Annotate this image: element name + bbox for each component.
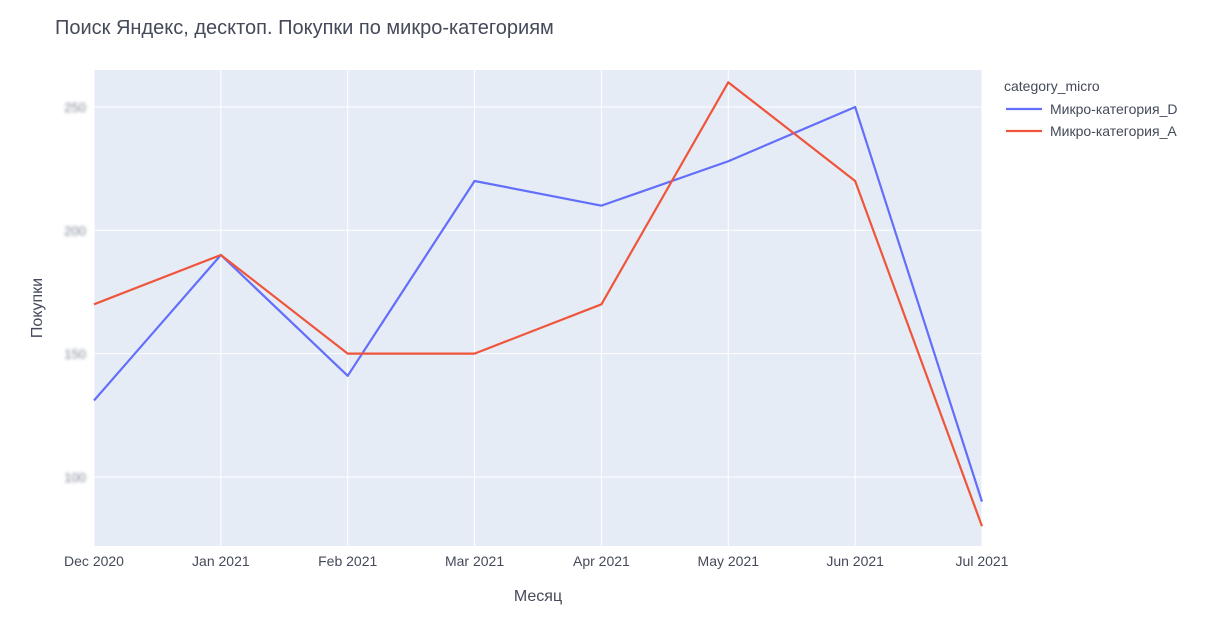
series-lines bbox=[93, 81, 984, 527]
legend-label: Микро-категория_A bbox=[1050, 123, 1177, 139]
legend: category_micro Микро-категория_DМикро-ка… bbox=[1004, 78, 1177, 139]
x-gridlines bbox=[93, 70, 983, 546]
y-tick-label: 200 bbox=[64, 223, 86, 238]
y-gridlines bbox=[94, 106, 982, 478]
y-axis-title: Покупки bbox=[29, 278, 46, 338]
x-tick-labels: Dec 2020 Jan 2021 Feb 2021 Mar 2021 Apr 2021… bbox=[64, 553, 1009, 569]
x-tick-label: Dec 2020 bbox=[64, 553, 124, 569]
y-tick-label: 100 bbox=[64, 470, 86, 485]
series-line-1 bbox=[93, 81, 984, 527]
x-axis-title: Месяц bbox=[514, 588, 562, 605]
y-tick-label: 250 bbox=[64, 100, 86, 115]
x-tick-label: Jan 2021 bbox=[192, 553, 250, 569]
legend-label: Микро-категория_D bbox=[1050, 101, 1177, 117]
chart-title: Поиск Яндекс, десктоп. Покупки по микро-… bbox=[55, 17, 554, 39]
y-tick-labels: 100 150 200 250 bbox=[64, 100, 86, 485]
series-line-0 bbox=[93, 105, 984, 502]
legend-title: category_micro bbox=[1004, 78, 1100, 94]
x-tick-label: Jul 2021 bbox=[956, 553, 1009, 569]
x-tick-label: Mar 2021 bbox=[445, 553, 504, 569]
x-tick-label: Apr 2021 bbox=[573, 553, 630, 569]
y-tick-label: 150 bbox=[64, 347, 86, 362]
x-tick-label: Feb 2021 bbox=[318, 553, 377, 569]
legend-items: Микро-категория_D Микро-категория_A bbox=[1006, 101, 1177, 139]
x-tick-label: May 2021 bbox=[698, 553, 760, 569]
x-tick-label: Jun 2021 bbox=[826, 553, 884, 569]
plot-area bbox=[94, 70, 982, 546]
